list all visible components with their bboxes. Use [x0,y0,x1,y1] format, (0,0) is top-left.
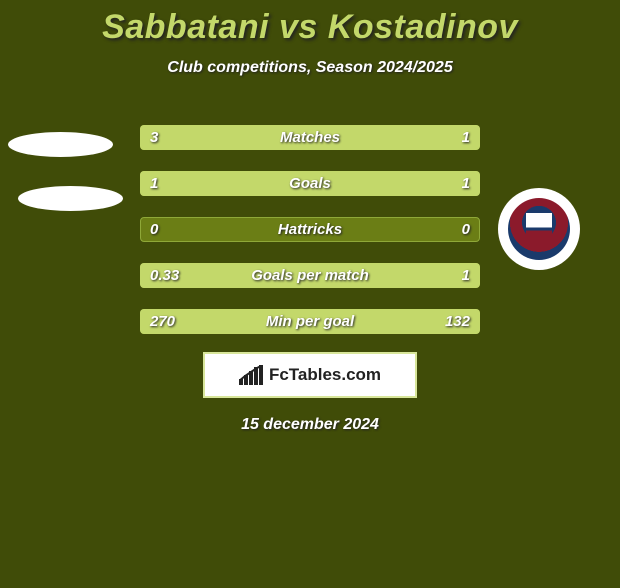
page-title: Sabbatani vs Kostadinov [0,8,620,47]
logo-text: FcTables.com [269,365,381,385]
attribution-logo: FcTables.com [203,352,417,398]
crest-badge [508,198,570,260]
left-team-oval-1 [8,132,113,157]
stat-row: 11Goals [140,171,480,196]
stat-row: 0.331Goals per match [140,263,480,288]
left-team-oval-2 [18,186,123,211]
stat-label: Hattricks [140,217,480,242]
shield-icon [526,213,552,245]
stat-label: Min per goal [140,309,480,334]
subtitle: Club competitions, Season 2024/2025 [0,59,620,77]
chart-icon [239,365,263,385]
stat-label: Goals [140,171,480,196]
stat-row: 270132Min per goal [140,309,480,334]
date-label: 15 december 2024 [0,416,620,434]
stat-row: 31Matches [140,125,480,150]
stat-label: Goals per match [140,263,480,288]
stat-row: 00Hattricks [140,217,480,242]
stat-label: Matches [140,125,480,150]
stats-panel: 31Matches 11Goals 00Hattricks 0.331Goals pe… [140,125,480,334]
right-team-crest [498,188,580,270]
